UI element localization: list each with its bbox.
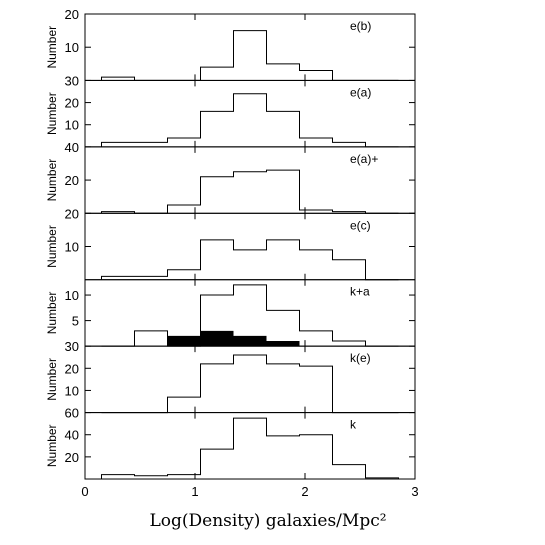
panel-2: 20 40 Number e(a)+ bbox=[45, 140, 416, 214]
x-tick-label: 1 bbox=[191, 484, 198, 499]
y-axis-label: Number bbox=[45, 292, 59, 335]
panel-label: k bbox=[350, 418, 357, 432]
y-tick-label: 20 bbox=[65, 173, 79, 188]
x-tick-label: 2 bbox=[301, 484, 308, 499]
panel-1: 10 20 30 Number e(a) bbox=[45, 73, 416, 148]
panel-label: e(c) bbox=[350, 218, 371, 232]
y-tick-label: 20 bbox=[65, 361, 79, 376]
y-axis-label: Number bbox=[45, 92, 59, 135]
y-tick-label: 20 bbox=[65, 7, 79, 22]
panel-label: e(b) bbox=[350, 19, 371, 33]
y-tick-label: 10 bbox=[65, 288, 79, 303]
histogram-outline-6 bbox=[101, 417, 399, 480]
x-axis: 0 1 2 3 bbox=[81, 484, 418, 499]
y-tick-label: 40 bbox=[65, 140, 79, 155]
y-tick-label: 30 bbox=[65, 339, 79, 354]
panel-3: 10 20 Number e(c) bbox=[45, 206, 416, 281]
panel-4: 5 10 Number k+a bbox=[45, 279, 416, 347]
filled-histogram-4 bbox=[167, 330, 300, 347]
y-tick-label: 10 bbox=[65, 118, 79, 133]
x-tick-label: 3 bbox=[411, 484, 418, 499]
y-tick-label: 20 bbox=[65, 96, 79, 111]
y-tick-label: 10 bbox=[65, 240, 79, 255]
panel-label: e(a)+ bbox=[350, 152, 378, 166]
y-axis-label: Number bbox=[45, 424, 59, 467]
histogram-outline-3 bbox=[101, 239, 399, 281]
y-tick-label: 60 bbox=[65, 406, 79, 421]
histogram-outline-0 bbox=[101, 30, 399, 81]
y-tick-label: 30 bbox=[65, 73, 79, 88]
y-tick-label: 40 bbox=[65, 428, 79, 443]
y-tick-label: 20 bbox=[65, 450, 79, 465]
panel-label: k+a bbox=[350, 285, 370, 299]
y-tick-label: 20 bbox=[65, 206, 79, 221]
panel-6: 20 40 60 Number k bbox=[45, 406, 416, 480]
y-axis-label: Number bbox=[45, 159, 59, 202]
histogram-outline-5 bbox=[101, 354, 399, 414]
y-tick-label: 5 bbox=[72, 314, 79, 329]
y-axis-label: Number bbox=[45, 358, 59, 401]
histogram-outline-2 bbox=[101, 169, 399, 214]
y-axis-label: Number bbox=[45, 225, 59, 268]
histogram-outline-4 bbox=[101, 284, 399, 347]
histogram-panels: 10 20 Number e(b) 10 20 30 Number e(a) 20 40 Number… bbox=[45, 7, 416, 480]
y-tick-label: 10 bbox=[65, 40, 79, 55]
panel-frame-6 bbox=[84, 412, 416, 480]
panel-0: 10 20 Number e(b) bbox=[45, 7, 416, 81]
panel-5: 10 20 30 Number k(e) bbox=[45, 339, 416, 414]
x-tick-label: 0 bbox=[81, 484, 88, 499]
x-axis-label: Log(Density) galaxies/Mpc² bbox=[149, 511, 386, 531]
histogram-outline-1 bbox=[101, 93, 399, 148]
panel-label: k(e) bbox=[350, 351, 371, 365]
panel-label: e(a) bbox=[350, 85, 371, 99]
y-axis-label: Number bbox=[45, 26, 59, 69]
y-tick-label: 10 bbox=[65, 383, 79, 398]
